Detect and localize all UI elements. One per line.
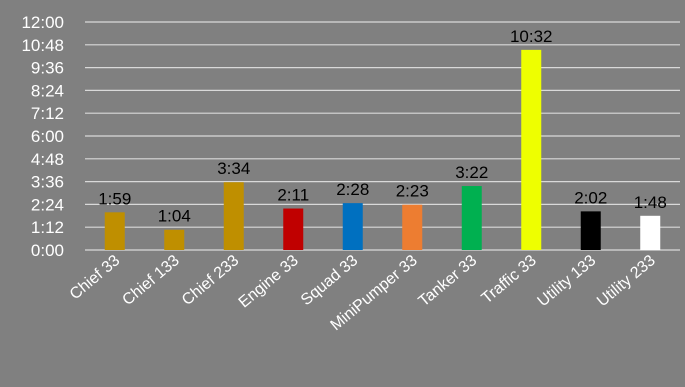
y-tick-label: 10:48 bbox=[21, 36, 64, 55]
x-tick-label: Traffic 33 bbox=[478, 252, 539, 307]
data-label: 1:48 bbox=[634, 193, 667, 212]
data-label: 3:22 bbox=[455, 163, 488, 182]
x-tick-label: Chief 33 bbox=[67, 252, 124, 303]
data-label: 2:23 bbox=[396, 182, 429, 201]
y-tick-label: 12:00 bbox=[21, 13, 64, 32]
y-tick-label: 3:36 bbox=[31, 173, 64, 192]
y-tick-label: 4:48 bbox=[31, 150, 64, 169]
data-label: 1:04 bbox=[158, 207, 191, 226]
bar bbox=[521, 49, 542, 250]
bar bbox=[164, 229, 185, 250]
y-tick-label: 1:12 bbox=[31, 218, 64, 237]
bar bbox=[640, 215, 661, 250]
y-tick-label: 2:24 bbox=[31, 195, 64, 214]
gridlines bbox=[85, 21, 680, 251]
bar bbox=[580, 211, 601, 250]
bar bbox=[223, 182, 244, 250]
y-tick-label: 7:12 bbox=[31, 104, 64, 123]
bar bbox=[104, 212, 125, 250]
data-label: 10:32 bbox=[510, 27, 553, 46]
data-label: 1:59 bbox=[98, 189, 131, 208]
x-tick-label: Utility 133 bbox=[535, 252, 600, 310]
y-tick-label: 6:00 bbox=[31, 127, 64, 146]
data-labels: 1:59 1:04 3:34 2:11 2:28 2:23 3:22 10:32 2:02 1:4… bbox=[98, 27, 667, 226]
bar bbox=[342, 203, 363, 250]
y-tick-label: 9:36 bbox=[31, 59, 64, 78]
x-tick-label: Chief 233 bbox=[179, 252, 242, 309]
y-axis-ticks: 0:00 1:12 2:24 3:36 4:48 6:00 7:12 8:24 9:36 10:4… bbox=[21, 13, 64, 260]
x-tick-label: Utility 233 bbox=[594, 252, 659, 310]
bar bbox=[461, 186, 482, 250]
x-tick-label: Tanker 33 bbox=[416, 252, 481, 310]
data-label: 2:11 bbox=[277, 186, 309, 205]
x-tick-label: Chief 133 bbox=[119, 252, 182, 309]
y-tick-label: 8:24 bbox=[31, 81, 64, 100]
y-tick-label: 0:00 bbox=[31, 241, 64, 260]
bars bbox=[104, 49, 661, 250]
bar bbox=[402, 204, 423, 250]
bar bbox=[283, 208, 304, 250]
data-label: 2:02 bbox=[574, 188, 607, 207]
data-label: 3:34 bbox=[217, 159, 250, 178]
x-tick-label: Engine 33 bbox=[236, 252, 302, 311]
data-label: 2:28 bbox=[336, 180, 369, 199]
